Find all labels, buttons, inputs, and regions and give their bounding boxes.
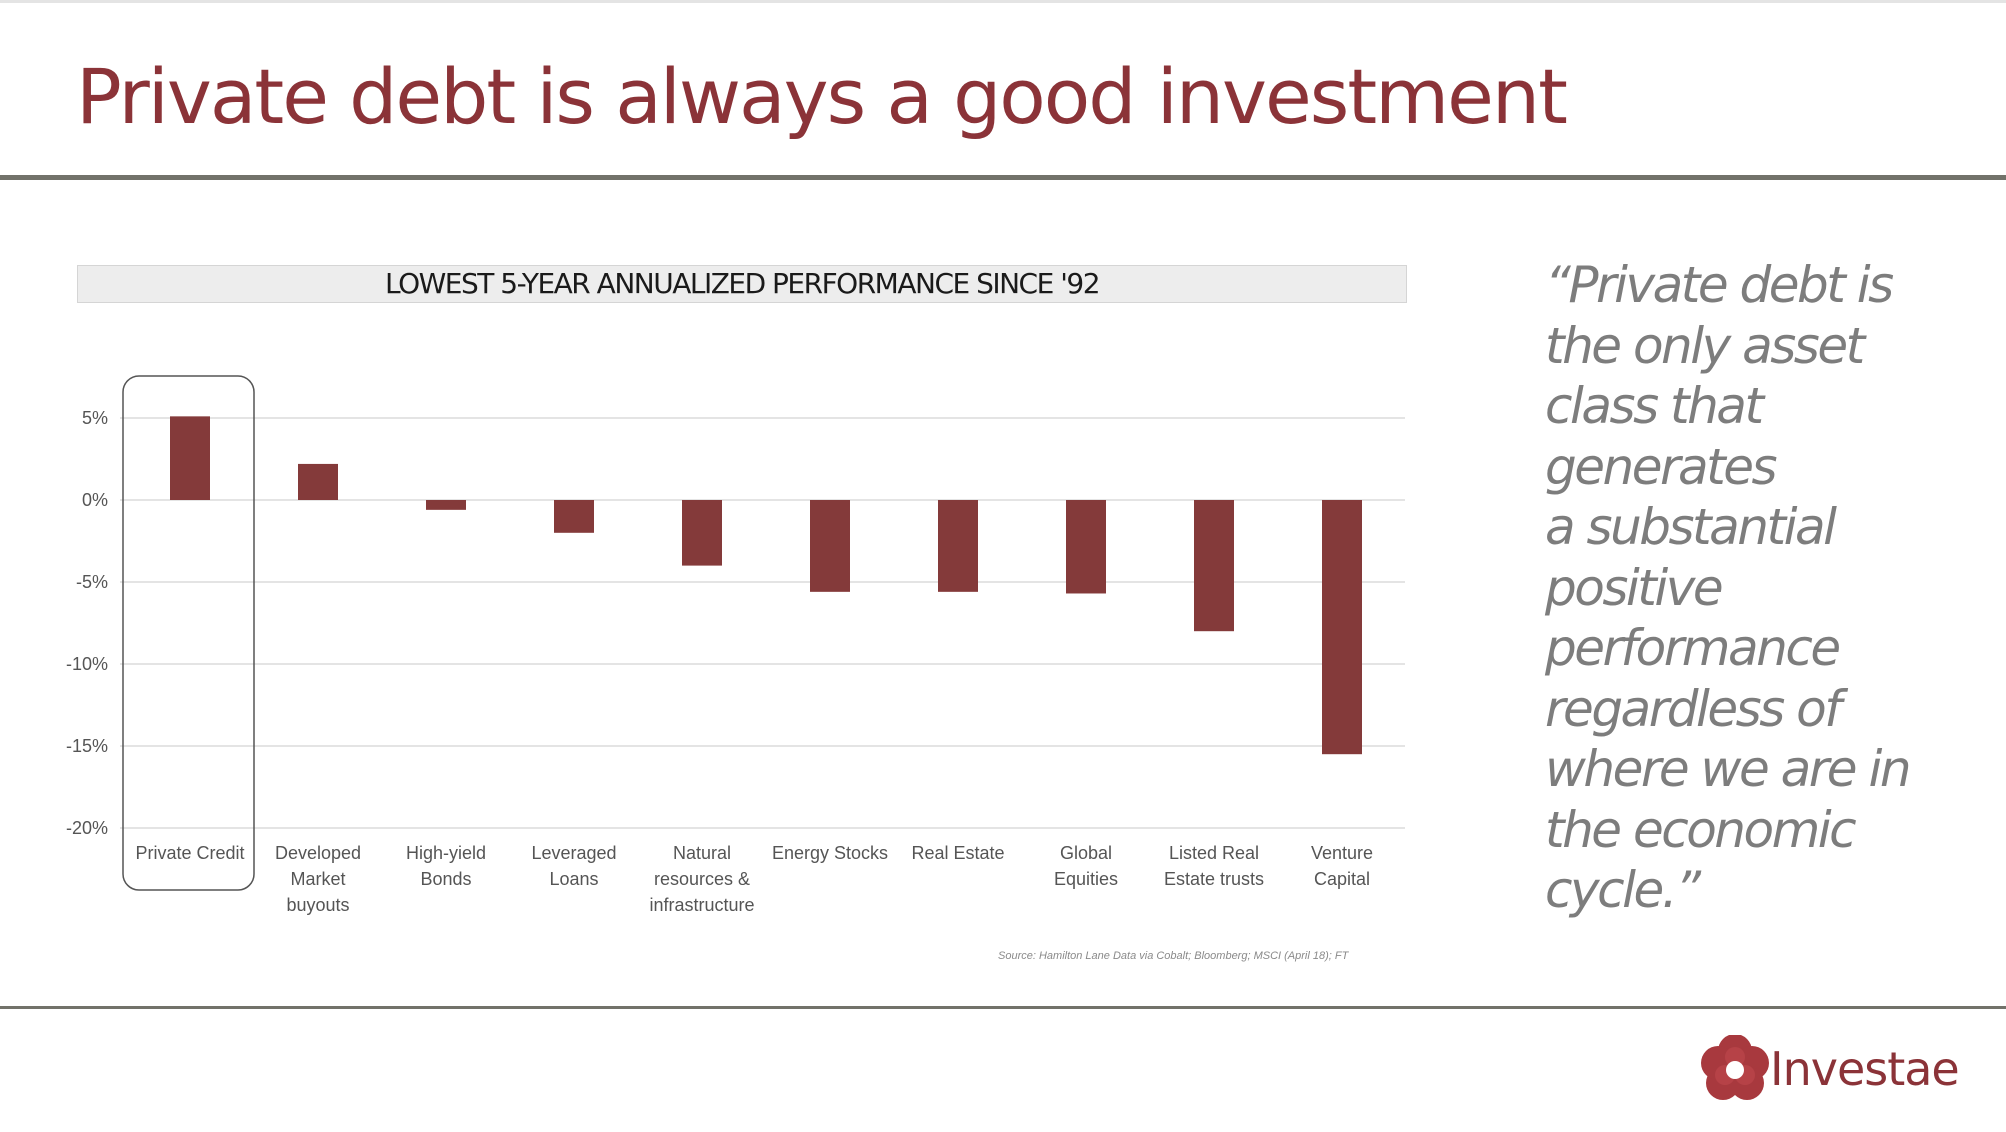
x-tick-label: resources & — [654, 869, 750, 889]
bar-chart: 5% 0% -5% -10% -15% -20% Private Credit Develop… — [66, 375, 1405, 915]
quote-line: regardless of — [1545, 679, 1842, 738]
quote-line: “Private debt is — [1545, 256, 1894, 314]
page-title: Private debt is always a good investment — [76, 52, 1568, 141]
y-tick-label: -10% — [66, 654, 108, 674]
highlight-box — [122, 375, 255, 891]
quote-line: performance — [1545, 619, 1841, 677]
x-tick-label: infrastructure — [649, 895, 754, 915]
bar — [298, 463, 338, 500]
footer-divider — [0, 1006, 2006, 1009]
quote-line: a substantial — [1545, 498, 1837, 556]
quote-line: generates — [1545, 437, 1778, 496]
y-tick-label: 0% — [82, 490, 108, 510]
bar — [810, 500, 850, 592]
x-tick-label: Listed Real — [1169, 843, 1259, 863]
quote-line: the only asset — [1545, 316, 1865, 375]
x-tick-label: Market — [290, 869, 345, 889]
pull-quote: “Private debt is the only asset class that… — [1545, 255, 1985, 921]
quote-line: cycle.” — [1545, 861, 1701, 919]
x-tick-label: Estate trusts — [1164, 869, 1264, 889]
y-tick-label: 5% — [82, 408, 108, 428]
chart-title: LOWEST 5-YEAR ANNUALIZED PERFORMANCE SIN… — [77, 265, 1407, 303]
x-tick-label: Leveraged — [531, 843, 616, 863]
brand-name: Investae — [1770, 1042, 1960, 1096]
y-tick-label: -20% — [66, 818, 108, 838]
x-tick-label: Venture — [1311, 843, 1373, 863]
x-tick-label: Natural — [673, 843, 731, 863]
x-tick-label: Private Credit — [135, 843, 244, 863]
x-tick-label: Global — [1060, 843, 1112, 863]
quote-line: class that — [1545, 377, 1764, 435]
bar — [426, 500, 466, 510]
investae-flower-logo-icon — [1701, 1035, 1769, 1100]
source-note: Source: Hamilton Lane Data via Cobalt; B… — [998, 950, 1349, 962]
bar — [1322, 500, 1362, 755]
x-tick-label: Loans — [549, 869, 598, 889]
bar — [1066, 500, 1106, 594]
y-tick-label: -15% — [66, 736, 108, 756]
bar — [1194, 500, 1234, 632]
bar — [554, 500, 594, 533]
top-border — [0, 0, 2006, 3]
quote-line: positive — [1545, 558, 1724, 617]
header-divider — [0, 175, 2006, 180]
x-tick-label: Developed — [275, 843, 361, 863]
bar — [682, 500, 722, 566]
x-tick-label: buyouts — [286, 895, 349, 915]
x-tick-label: Capital — [1314, 869, 1370, 889]
x-tick-label: High-yield — [406, 843, 486, 863]
bar — [170, 416, 210, 500]
x-tick-label: Bonds — [420, 869, 471, 889]
quote-line: where we are in — [1545, 740, 1912, 798]
x-tick-label: Equities — [1054, 869, 1118, 889]
x-tick-label: Real Estate — [911, 843, 1004, 863]
bar — [938, 500, 978, 592]
y-tick-label: -5% — [76, 572, 108, 592]
quote-line: the economic — [1545, 800, 1857, 859]
x-tick-label: Energy Stocks — [772, 843, 888, 863]
